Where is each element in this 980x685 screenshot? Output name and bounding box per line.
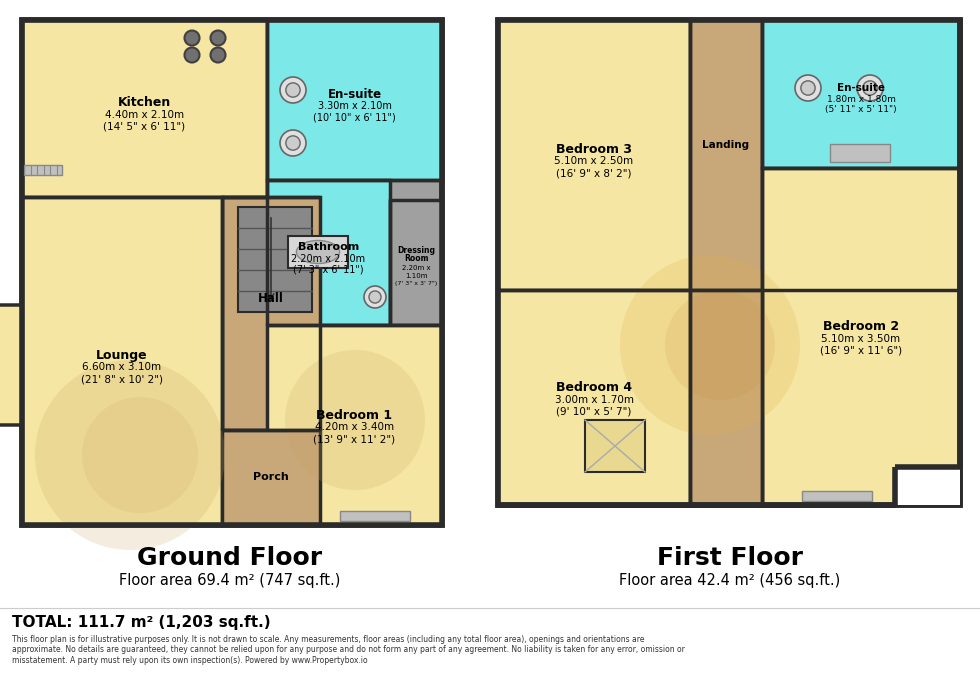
Circle shape	[364, 286, 386, 308]
Circle shape	[286, 83, 300, 97]
Text: En-suite: En-suite	[327, 88, 381, 101]
Circle shape	[184, 31, 200, 45]
Circle shape	[211, 31, 225, 45]
Text: Lounge: Lounge	[96, 349, 148, 362]
Bar	[585, 420, 645, 472]
Text: 4.20m x 3.40m: 4.20m x 3.40m	[315, 422, 394, 432]
Text: 5.10m x 2.50m: 5.10m x 2.50m	[555, 156, 633, 166]
Bar	[762, 20, 960, 168]
Circle shape	[82, 397, 198, 513]
Circle shape	[286, 136, 300, 150]
Text: (21' 8" x 10' 2"): (21' 8" x 10' 2")	[81, 374, 163, 384]
Bar	[340, 511, 410, 521]
Bar	[498, 20, 690, 290]
Text: (16' 9" x 11' 6"): (16' 9" x 11' 6")	[820, 345, 902, 356]
Text: (7' 3" x 3' 7"): (7' 3" x 3' 7")	[395, 281, 437, 286]
Text: 1.10m: 1.10m	[405, 273, 427, 279]
Circle shape	[795, 75, 821, 101]
Text: En-suite: En-suite	[837, 83, 885, 93]
Circle shape	[801, 81, 815, 95]
Text: 2.20m x: 2.20m x	[402, 264, 430, 271]
Circle shape	[280, 130, 306, 156]
Bar	[762, 168, 960, 505]
Text: 3.30m x 2.10m: 3.30m x 2.10m	[318, 101, 391, 111]
Text: Room: Room	[404, 254, 428, 263]
Ellipse shape	[296, 240, 340, 264]
Circle shape	[184, 47, 200, 62]
Bar	[238, 207, 312, 312]
Text: TOTAL: 111.7 m² (1,203 sq.ft.): TOTAL: 111.7 m² (1,203 sq.ft.)	[12, 614, 270, 630]
Polygon shape	[0, 305, 22, 425]
Bar	[222, 430, 320, 525]
Text: 1.80m x 1.80m: 1.80m x 1.80m	[826, 95, 896, 103]
Text: Bedroom 4: Bedroom 4	[556, 381, 632, 394]
Text: (9' 10" x 5' 7"): (9' 10" x 5' 7")	[557, 406, 632, 416]
Text: 4.40m x 2.10m: 4.40m x 2.10m	[105, 110, 184, 119]
Circle shape	[285, 350, 425, 490]
Text: Bedroom 1: Bedroom 1	[317, 408, 393, 421]
Text: Floor area 42.4 m² (456 sq.ft.): Floor area 42.4 m² (456 sq.ft.)	[619, 573, 841, 588]
Bar	[267, 180, 390, 325]
Text: Porch: Porch	[253, 473, 289, 482]
Bar	[267, 325, 442, 525]
Circle shape	[862, 81, 877, 95]
Bar	[22, 197, 222, 525]
Circle shape	[368, 291, 381, 303]
Text: Bedroom 3: Bedroom 3	[556, 142, 632, 155]
Text: Dressing: Dressing	[397, 246, 435, 255]
Bar	[390, 200, 442, 325]
Bar	[24, 165, 62, 175]
Text: Kitchen: Kitchen	[118, 96, 172, 109]
Text: This floor plan is for illustrative purposes only. It is not drawn to scale. Any: This floor plan is for illustrative purp…	[12, 635, 685, 665]
Circle shape	[857, 75, 883, 101]
Text: Landing: Landing	[703, 140, 750, 150]
Text: (13' 9" x 11' 2"): (13' 9" x 11' 2")	[314, 434, 396, 444]
Text: Hall: Hall	[258, 292, 284, 305]
Bar	[895, 467, 960, 505]
Bar	[288, 236, 348, 268]
Text: 5.10m x 3.50m: 5.10m x 3.50m	[821, 334, 901, 343]
Bar	[498, 290, 690, 505]
Bar	[22, 20, 442, 525]
Text: (10' 10" x 6' 11"): (10' 10" x 6' 11")	[314, 112, 396, 122]
Bar	[690, 290, 762, 505]
Text: Bathroom: Bathroom	[298, 242, 359, 251]
Text: (16' 9" x 8' 2"): (16' 9" x 8' 2")	[557, 168, 632, 178]
Circle shape	[665, 290, 775, 400]
Bar	[802, 491, 872, 501]
Bar	[498, 20, 960, 505]
Text: (5' 11" x 5' 11"): (5' 11" x 5' 11")	[825, 105, 897, 114]
Text: (14' 5" x 6' 11"): (14' 5" x 6' 11")	[104, 121, 185, 132]
Circle shape	[620, 255, 800, 435]
Text: (7' 3" x 6' 11"): (7' 3" x 6' 11")	[293, 264, 364, 275]
Circle shape	[280, 77, 306, 103]
Text: 2.20m x 2.10m: 2.20m x 2.10m	[291, 253, 366, 264]
Circle shape	[35, 360, 225, 550]
Text: 6.60m x 3.10m: 6.60m x 3.10m	[82, 362, 162, 372]
Text: Bedroom 2: Bedroom 2	[823, 320, 899, 333]
Text: Ground Floor: Ground Floor	[137, 546, 322, 570]
Bar	[690, 20, 762, 290]
Circle shape	[211, 47, 225, 62]
Bar	[222, 197, 320, 430]
Text: Floor area 69.4 m² (747 sq.ft.): Floor area 69.4 m² (747 sq.ft.)	[120, 573, 341, 588]
Bar	[498, 20, 960, 505]
Text: 3.00m x 1.70m: 3.00m x 1.70m	[555, 395, 633, 405]
Bar	[22, 20, 442, 525]
Text: First Floor: First Floor	[657, 546, 803, 570]
Bar	[22, 20, 267, 197]
Bar	[267, 20, 442, 180]
Bar	[830, 144, 890, 162]
